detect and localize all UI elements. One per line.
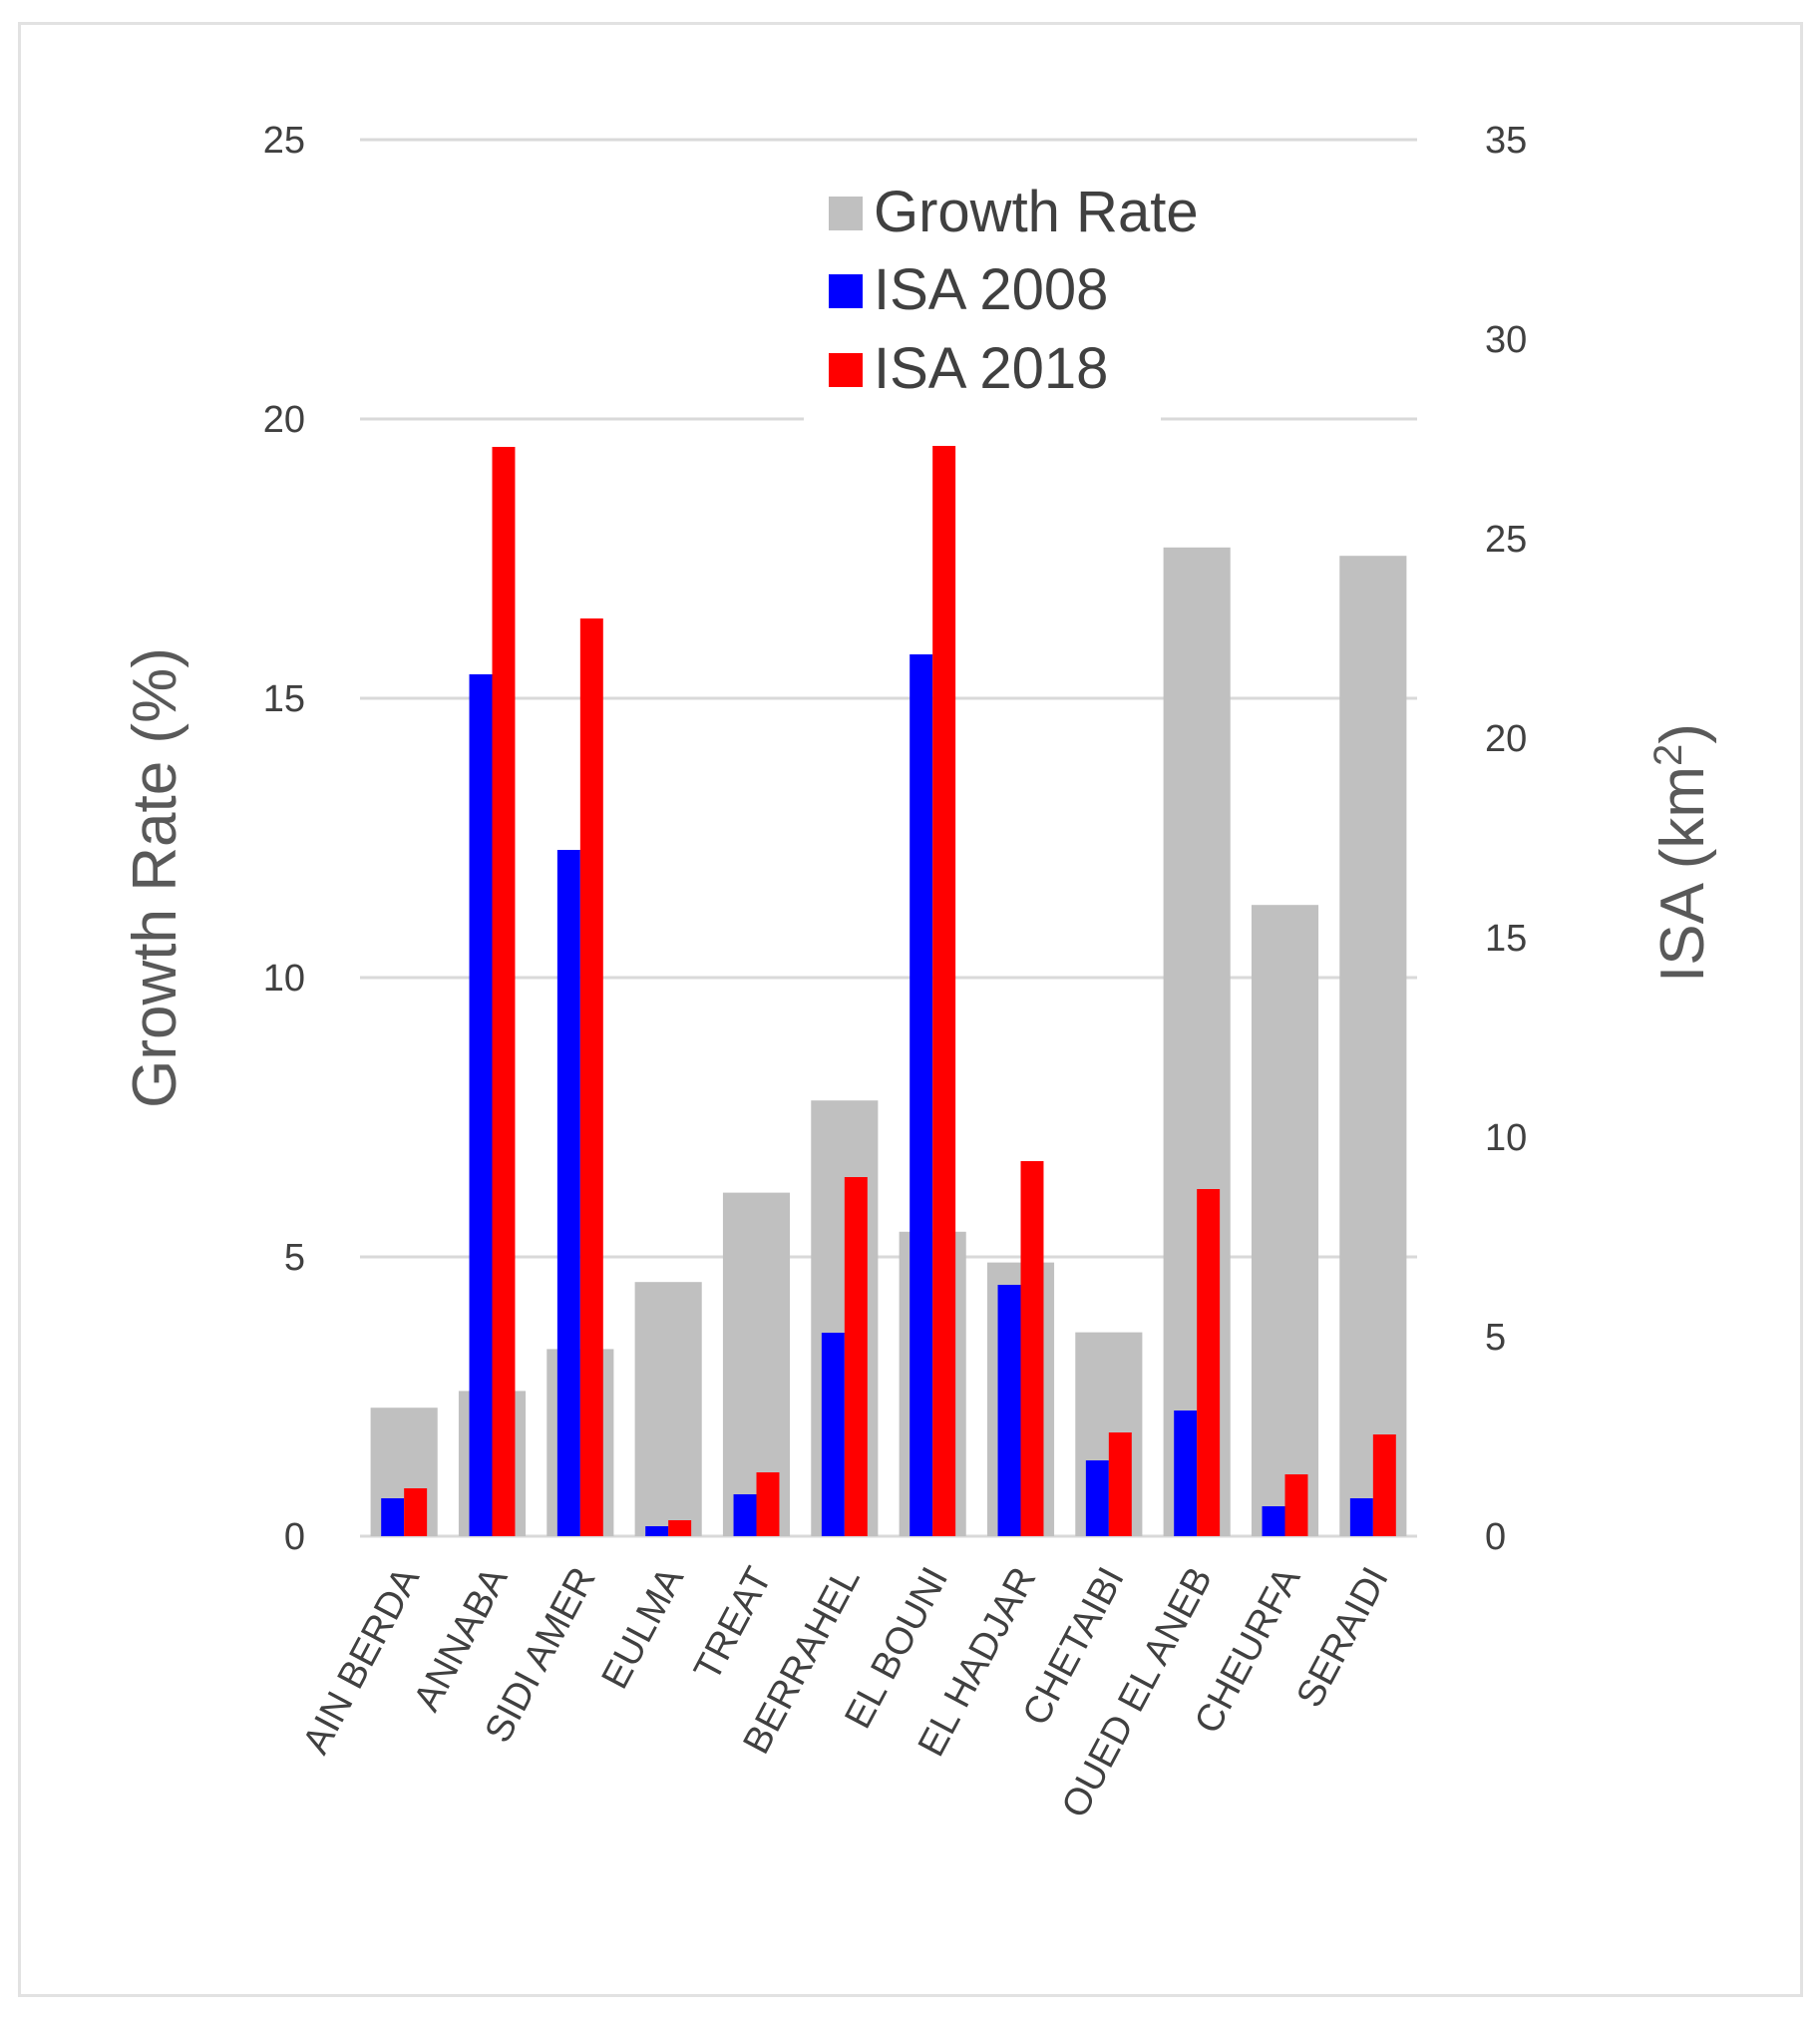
bar-isa-2018-berrahel	[844, 1177, 868, 1536]
bar-isa-2018-el-bouni	[932, 176, 956, 1536]
legend: Growth Rate ISA 2008 ISA 2018	[804, 167, 1199, 446]
bar-isa-2008-treat	[733, 1494, 757, 1536]
category-label-eulma: EULMA	[594, 1560, 693, 1696]
bar-isa-2008-el-hadjar	[997, 1285, 1021, 1536]
right-tick-label: 0	[1485, 1516, 1506, 1558]
bar-isa-2018-el-hadjar	[1020, 1161, 1044, 1536]
right-tick-label: 5	[1485, 1317, 1506, 1359]
bar-isa-2018-oued-el-aneb	[1197, 1189, 1221, 1536]
chart: 0 5 10 15 20 25 0 5 10 15 20 25 30 35 AIN BERDAANNAB…	[121, 120, 1717, 1824]
bar-growth-rate-seraidi	[1339, 556, 1407, 1536]
right-axis-title-end: )	[1648, 723, 1717, 744]
bar-isa-2008-el-bouni	[910, 654, 933, 1536]
bar-group-seraidi	[1339, 556, 1407, 1536]
right-tick-label: 20	[1485, 718, 1527, 760]
legend-swatch-isa-2008	[829, 274, 863, 308]
bar-isa-2008-seraidi	[1349, 1498, 1373, 1536]
bars	[370, 176, 1407, 1536]
bar-group-oued-el-aneb	[1163, 547, 1231, 1536]
left-tick-label: 0	[284, 1516, 305, 1558]
bar-isa-2018-seraidi	[1372, 1434, 1396, 1536]
legend-label-isa-2018: ISA 2018	[874, 336, 1108, 401]
bar-group-chetaibi	[1075, 1332, 1143, 1536]
bar-isa-2008-sidi-amer	[556, 850, 580, 1536]
category-label-ain-berda: AIN BERDA	[295, 1560, 429, 1761]
bar-growth-rate-cheurfa	[1251, 905, 1319, 1536]
bar-group-eulma	[634, 1282, 702, 1536]
category-label-treat: TREAT	[686, 1561, 780, 1688]
bar-isa-2018-eulma	[668, 1520, 692, 1536]
left-tick-label: 10	[263, 958, 305, 1000]
right-axis-title: ISA (km2)	[1646, 723, 1717, 983]
bar-isa-2008-oued-el-aneb	[1174, 1411, 1198, 1536]
legend-swatch-isa-2018	[829, 353, 863, 387]
bar-group-el-bouni	[899, 176, 966, 1536]
legend-swatch-growth-rate	[829, 197, 863, 230]
bar-isa-2018-chetaibi	[1108, 1432, 1132, 1536]
bar-isa-2018-treat	[756, 1472, 780, 1536]
bar-group-cheurfa	[1251, 905, 1319, 1536]
right-axis-title-sup: 2	[1646, 744, 1690, 766]
right-tick-label: 35	[1485, 120, 1527, 162]
legend-background	[804, 167, 1161, 446]
left-tick-label: 20	[263, 399, 305, 441]
right-axis-title-main: ISA (km	[1648, 766, 1717, 983]
right-tick-label: 10	[1485, 1117, 1527, 1159]
right-axis-ticks: 0 5 10 15 20 25 30 35	[1485, 120, 1527, 1558]
bar-group-treat	[722, 1192, 791, 1536]
left-axis-ticks: 0 5 10 15 20 25	[263, 120, 305, 1558]
left-tick-label: 25	[263, 120, 305, 162]
bar-isa-2018-ain-berda	[404, 1488, 428, 1536]
bar-group-el-hadjar	[986, 1161, 1055, 1536]
bar-isa-2008-chetaibi	[1085, 1460, 1109, 1536]
bar-group-ain-berda	[370, 1408, 438, 1536]
bar-group-sidi-amer	[546, 618, 614, 1536]
right-tick-label: 30	[1485, 319, 1527, 361]
bar-isa-2008-eulma	[645, 1526, 669, 1536]
left-axis-title: Growth Rate (%)	[121, 647, 189, 1108]
bar-isa-2018-cheurfa	[1284, 1474, 1308, 1536]
bar-group-berrahel	[811, 1100, 879, 1536]
bar-isa-2018-annaba	[492, 447, 516, 1536]
chart-frame: 0 5 10 15 20 25 0 5 10 15 20 25 30 35 AIN BERDA ANNAB…	[18, 22, 1803, 1997]
legend-label-isa-2008: ISA 2008	[874, 257, 1108, 322]
legend-label-growth-rate: Growth Rate	[874, 180, 1199, 244]
bar-isa-2008-cheurfa	[1262, 1506, 1285, 1536]
left-tick-label: 15	[263, 678, 305, 720]
right-tick-label: 25	[1485, 519, 1527, 561]
bar-isa-2008-ain-berda	[381, 1498, 405, 1536]
bar-isa-2008-annaba	[469, 674, 493, 1536]
bar-growth-rate-eulma	[634, 1282, 702, 1536]
right-tick-label: 15	[1485, 918, 1527, 960]
bar-isa-2008-berrahel	[821, 1333, 845, 1536]
bar-isa-2018-sidi-amer	[579, 618, 603, 1536]
bar-group-annaba	[458, 447, 527, 1536]
left-tick-label: 5	[284, 1237, 305, 1279]
